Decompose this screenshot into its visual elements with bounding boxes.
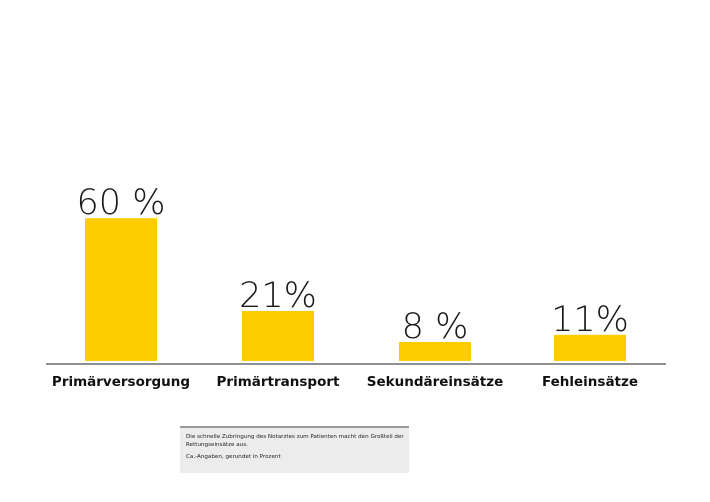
- category-label-fehleinsaetze: Fehleinsätze: [542, 374, 638, 390]
- category-label-primaertransport: Primärtransport: [217, 374, 340, 390]
- chart-note: Die schnelle Zubringung des Notarztes zu…: [180, 426, 409, 473]
- value-label-primaerversorgung: 60 %: [77, 183, 166, 223]
- bars-group: [85, 218, 626, 361]
- bar-primaertransport: [242, 311, 314, 361]
- value-label-sekundaereinsaetze: 8 %: [402, 307, 469, 347]
- category-label-sekundaereinsaetze: Sekundäreinsätze: [367, 374, 504, 390]
- chart-note-text: Die schnelle Zubringung des Notarztes zu…: [186, 434, 404, 448]
- category-labels-group: Primärversorgung Primärtransport Sekundäre…: [52, 374, 638, 390]
- value-label-fehleinsaetze: 11%: [551, 300, 629, 340]
- category-label-primaerversorgung: Primärversorgung: [52, 374, 190, 390]
- value-labels-group: 60 % 21% 8 % 11%: [77, 183, 629, 347]
- bar-fehleinsaetze: [554, 334, 626, 361]
- bar-primaerversorgung: [85, 218, 157, 361]
- value-label-primaertransport: 21%: [239, 276, 317, 316]
- bar-sekundaereinsaetze: [399, 341, 471, 361]
- chart-note-source: Ca.-Angaben, gerundet in Prozent: [186, 454, 281, 460]
